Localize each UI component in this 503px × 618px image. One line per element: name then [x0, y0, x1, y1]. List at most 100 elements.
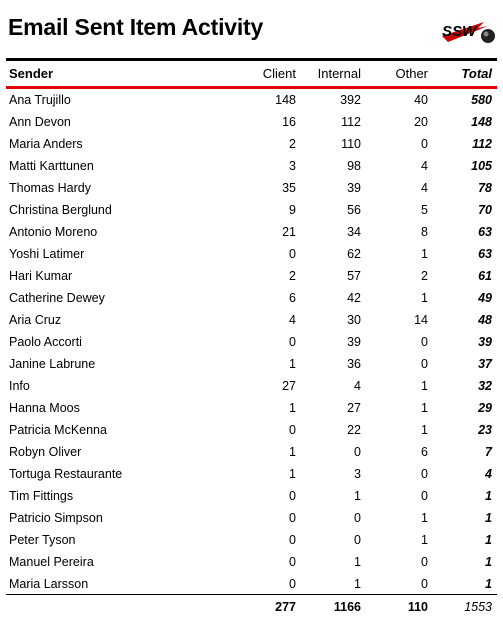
cell-sender: Matti Karttunen: [9, 159, 94, 173]
cell-internal: 0: [354, 445, 361, 459]
cell-internal: 42: [347, 291, 361, 305]
cell-other: 40: [414, 93, 428, 107]
column-header-total: Total: [461, 66, 492, 81]
cell-sender: Robyn Oliver: [9, 445, 82, 459]
cell-total: 1: [485, 577, 492, 591]
cell-other: 1: [421, 511, 428, 525]
cell-other: 1: [421, 379, 428, 393]
cell-total: 112: [472, 137, 492, 151]
cell-client: 0: [289, 423, 296, 437]
cell-total: 63: [478, 247, 492, 261]
cell-internal: 1: [354, 577, 361, 591]
cell-client: 1: [289, 401, 296, 415]
cell-other: 1: [421, 401, 428, 415]
column-header-client: Client: [262, 66, 296, 81]
cell-internal: 56: [347, 203, 361, 217]
cell-other: 4: [421, 181, 428, 195]
table-row: Hanna Moos 1 27 1 29: [0, 397, 503, 419]
cell-internal: 39: [347, 335, 361, 349]
cell-total: 1: [485, 511, 492, 525]
cell-internal: 4: [354, 379, 361, 393]
table-row: Janine Labrune 1 36 0 37: [0, 353, 503, 375]
cell-other: 8: [421, 225, 428, 239]
column-header-row: Sender Client Internal Other Total: [0, 63, 503, 85]
cell-other: 1: [421, 423, 428, 437]
cell-internal: 22: [347, 423, 361, 437]
cell-client: 6: [289, 291, 296, 305]
cell-total: 29: [478, 401, 492, 415]
cell-sender: Ann Devon: [9, 115, 71, 129]
cell-internal: 1: [354, 489, 361, 503]
cell-client: 2: [289, 269, 296, 283]
cell-internal: 39: [347, 181, 361, 195]
cell-other: 0: [421, 357, 428, 371]
cell-internal: 36: [347, 357, 361, 371]
cell-internal: 110: [341, 137, 361, 151]
column-header-sender: Sender: [9, 66, 54, 81]
cell-sender: Aria Cruz: [9, 313, 62, 327]
cell-total: 1: [485, 533, 492, 547]
cell-sender: Paolo Accorti: [9, 335, 82, 349]
cell-other: 4: [421, 159, 428, 173]
cell-total: 39: [478, 335, 492, 349]
cell-internal: 3: [354, 467, 361, 481]
table-row: Patricio Simpson 0 0 1 1: [0, 507, 503, 529]
cell-sender: Ana Trujillo: [9, 93, 71, 107]
cell-client: 0: [289, 335, 296, 349]
cell-internal: 112: [341, 115, 361, 129]
cell-internal: 27: [347, 401, 361, 415]
cell-client: 0: [289, 511, 296, 525]
cell-client: 35: [282, 181, 296, 195]
header-accent-rule: [6, 86, 497, 89]
cell-total: 580: [471, 93, 492, 107]
cell-client: 1: [289, 357, 296, 371]
table-row: Robyn Oliver 1 0 6 7: [0, 441, 503, 463]
cell-other: 2: [421, 269, 428, 283]
cell-client: 3: [289, 159, 296, 173]
cell-client: 1: [289, 445, 296, 459]
cell-internal: 98: [347, 159, 361, 173]
cell-sender: Hari Kumar: [9, 269, 73, 283]
cell-sender: Info: [9, 379, 30, 393]
cell-sender: Maria Anders: [9, 137, 83, 151]
cell-sender: Maria Larsson: [9, 577, 89, 591]
cell-sender: Patricia McKenna: [9, 423, 107, 437]
table-row: Maria Larsson 0 1 0 1: [0, 573, 503, 595]
table-row: Catherine Dewey 6 42 1 49: [0, 287, 503, 309]
cell-total: 105: [471, 159, 492, 173]
cell-sender: Hanna Moos: [9, 401, 80, 415]
cell-internal: 62: [347, 247, 361, 261]
cell-total: 23: [478, 423, 492, 437]
cell-client: 1: [289, 467, 296, 481]
table-row: Manuel Pereira 0 1 0 1: [0, 551, 503, 573]
ssw-logo: SSW: [442, 22, 495, 43]
cell-internal: 0: [354, 511, 361, 525]
cell-internal: 57: [347, 269, 361, 283]
cell-sender: Antonio Moreno: [9, 225, 98, 239]
cell-sender: Patricio Simpson: [9, 511, 103, 525]
cell-client: 0: [289, 577, 296, 591]
table-row: Patricia McKenna 0 22 1 23: [0, 419, 503, 441]
cell-sender: Yoshi Latimer: [9, 247, 85, 261]
table-row: Aria Cruz 4 30 14 48: [0, 309, 503, 331]
cell-internal: 392: [340, 93, 361, 107]
total-other: 110: [407, 600, 428, 614]
cell-other: 20: [414, 115, 428, 129]
totals-rule: [6, 594, 497, 595]
table-row: Matti Karttunen 3 98 4 105: [0, 155, 503, 177]
report-title: Email Sent Item Activity: [8, 14, 264, 40]
cell-total: 32: [478, 379, 492, 393]
cell-other: 0: [421, 467, 428, 481]
cell-client: 16: [282, 115, 296, 129]
cell-total: 48: [478, 313, 492, 327]
table-row: Tim Fittings 0 1 0 1: [0, 485, 503, 507]
cell-client: 0: [289, 247, 296, 261]
cell-other: 0: [421, 577, 428, 591]
column-header-other: Other: [395, 66, 428, 81]
cell-other: 0: [421, 335, 428, 349]
cell-total: 4: [485, 467, 492, 481]
total-internal: 1166: [333, 600, 361, 614]
cell-other: 1: [421, 291, 428, 305]
cell-total: 63: [478, 225, 492, 239]
cell-sender: Tim Fittings: [9, 489, 74, 503]
